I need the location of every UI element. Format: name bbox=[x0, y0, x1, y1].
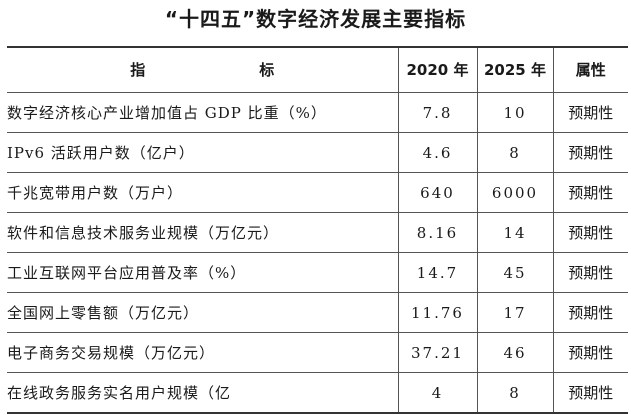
table-row: 工业互联网平台应用普及率（%） 14.7 45 预期性 bbox=[7, 252, 628, 293]
table-row: 数字经济核心产业增加值占 GDP 比重（%） 7.8 10 预期性 bbox=[7, 92, 628, 133]
table-header-row: 指 标 2020 年 2025 年 属性 bbox=[7, 47, 628, 93]
value-2020: 7.8 bbox=[397, 92, 478, 133]
value-2020: 11.76 bbox=[397, 292, 478, 333]
attribute: 预期性 bbox=[552, 332, 628, 373]
value-2020: 4 bbox=[397, 372, 478, 413]
value-2020: 8.16 bbox=[397, 212, 478, 253]
value-2025: 10 bbox=[476, 92, 554, 133]
value-2020: 14.7 bbox=[397, 252, 478, 293]
attribute: 预期性 bbox=[552, 132, 628, 173]
value-2025: 8 bbox=[476, 372, 554, 413]
value-2025: 14 bbox=[476, 212, 554, 253]
indicator-name: 全国网上零售额（万亿元） bbox=[7, 292, 399, 333]
value-2025: 17 bbox=[476, 292, 554, 333]
table-row: 软件和信息技术服务业规模（万亿元） 8.16 14 预期性 bbox=[7, 212, 628, 253]
value-2025: 46 bbox=[476, 332, 554, 373]
attribute: 预期性 bbox=[552, 252, 628, 293]
attribute: 预期性 bbox=[552, 212, 628, 253]
header-attribute: 属性 bbox=[552, 47, 628, 93]
value-2020: 37.21 bbox=[397, 332, 478, 373]
table-row: 千兆宽带用户数（万户） 640 6000 预期性 bbox=[7, 172, 628, 213]
indicator-name: 工业互联网平台应用普及率（%） bbox=[7, 252, 399, 293]
indicator-name: 千兆宽带用户数（万户） bbox=[7, 172, 399, 213]
attribute: 预期性 bbox=[552, 172, 628, 213]
header-2020: 2020 年 bbox=[397, 47, 478, 93]
header-2025: 2025 年 bbox=[476, 47, 554, 93]
attribute: 预期性 bbox=[552, 292, 628, 333]
table-row: 全国网上零售额（万亿元） 11.76 17 预期性 bbox=[7, 292, 628, 333]
indicator-name: 电子商务交易规模（万亿元） bbox=[7, 332, 399, 373]
value-2020: 4.6 bbox=[397, 132, 478, 173]
document-title: “十四五”数字经济发展主要指标 bbox=[164, 7, 467, 31]
indicators-table: 指 标 2020 年 2025 年 属性 数字经济核心产业增加值占 GDP 比重… bbox=[7, 46, 628, 414]
indicator-name: 软件和信息技术服务业规模（万亿元） bbox=[7, 212, 399, 253]
value-2025: 6000 bbox=[476, 172, 554, 213]
attribute: 预期性 bbox=[552, 92, 628, 133]
attribute: 预期性 bbox=[552, 372, 628, 413]
indicator-name: 数字经济核心产业增加值占 GDP 比重（%） bbox=[7, 92, 399, 133]
value-2025: 45 bbox=[476, 252, 554, 293]
table-row: 在线政务服务实名用户规模（亿 4 8 预期性 bbox=[7, 372, 628, 413]
indicator-name: 在线政务服务实名用户规模（亿 bbox=[7, 372, 399, 413]
value-2020: 640 bbox=[397, 172, 478, 213]
table-row: 电子商务交易规模（万亿元） 37.21 46 预期性 bbox=[7, 332, 628, 373]
header-indicator: 指 标 bbox=[7, 47, 399, 93]
indicator-name: IPv6 活跃用户数（亿户） bbox=[7, 132, 399, 173]
value-2025: 8 bbox=[476, 132, 554, 173]
table-row: IPv6 活跃用户数（亿户） 4.6 8 预期性 bbox=[7, 132, 628, 173]
